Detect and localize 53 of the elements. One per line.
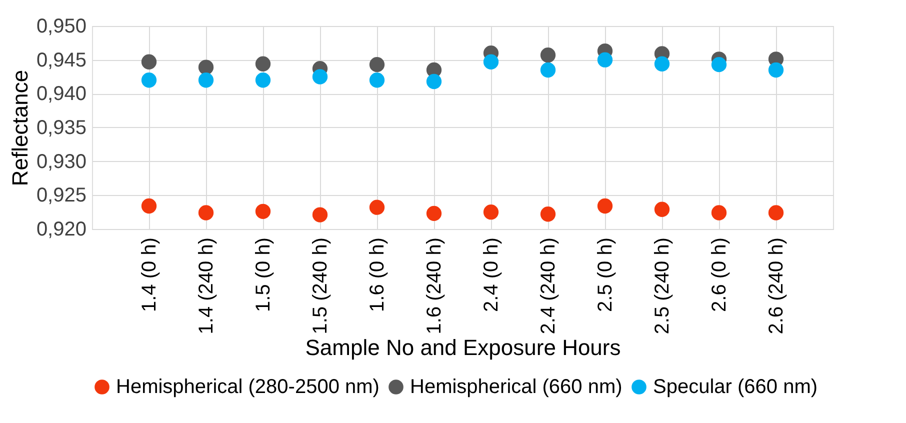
point [597, 198, 613, 214]
x-tick-label: 1.4 (0 h) [138, 238, 160, 312]
point [426, 74, 442, 90]
x-tick-label: 2.5 (240 h) [652, 238, 674, 334]
point [255, 72, 271, 88]
point [255, 204, 271, 219]
y-tick-label: 0,925 [36, 184, 86, 207]
y-tick-label: 0,920 [36, 218, 86, 240]
point [483, 204, 499, 220]
point [141, 54, 157, 70]
point [198, 60, 214, 75]
point [654, 56, 670, 72]
x-tick-label: 2.5 (0 h) [594, 238, 616, 312]
point [654, 202, 670, 217]
point [483, 54, 499, 70]
y-tick-label: 0,945 [36, 49, 86, 72]
point [369, 57, 385, 72]
y-axis-title: Reflectance [7, 70, 32, 186]
point [768, 205, 784, 220]
point [426, 206, 442, 222]
y-tick-label: 0,935 [36, 117, 86, 139]
x-tick-label: 1.5 (0 h) [252, 238, 274, 312]
legend-label: Specular (660 nm) [653, 376, 818, 398]
point [255, 56, 271, 72]
point [540, 48, 556, 63]
y-tick-label: 0,940 [36, 83, 86, 106]
x-axis-title: Sample No and Exposure Hours [305, 335, 621, 360]
point [141, 72, 157, 88]
point [312, 207, 328, 222]
x-tick-label: 2.4 (240 h) [538, 238, 560, 334]
x-tick-label: 1.5 (240 h) [310, 238, 332, 334]
point [312, 69, 328, 84]
x-tick-label: 1.6 (240 h) [424, 238, 446, 334]
point [768, 62, 784, 78]
point [540, 62, 556, 78]
point [540, 206, 556, 222]
point [711, 57, 727, 72]
point [198, 205, 214, 220]
point [711, 205, 727, 220]
y-tick-label: 0,930 [36, 150, 86, 173]
point [597, 52, 613, 68]
legend-label: Hemispherical (660 nm) [410, 376, 622, 398]
point [369, 72, 385, 88]
legend-label: Hemispherical (280-2500 nm) [116, 376, 380, 398]
x-tick-label: 2.6 (240 h) [766, 238, 788, 334]
x-tick-label: 2.6 (0 h) [708, 238, 730, 312]
y-tick-label: 0,950 [36, 16, 86, 38]
point [198, 72, 214, 88]
point [141, 198, 157, 214]
x-tick-label: 1.6 (0 h) [366, 238, 388, 312]
x-tick-label: 1.4 (240 h) [196, 238, 218, 334]
point [369, 200, 385, 215]
x-tick-label: 2.4 (0 h) [480, 238, 502, 312]
